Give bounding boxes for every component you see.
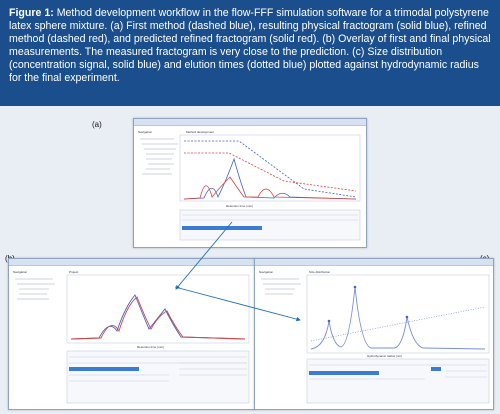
window-a-plot <box>140 134 361 241</box>
window-a-section-title: Method development <box>186 130 215 134</box>
window-a-titlebar <box>134 119 366 126</box>
figure-caption: Figure 1: Method development workflow in… <box>0 0 500 106</box>
figure-image-area: (a) (b) (c) Navigation Method developmen… <box>0 106 500 414</box>
window-b-section-title: Project <box>69 270 79 274</box>
window-b-navigation-title: Navigation <box>13 270 28 274</box>
window-c-section-title: Size distribution <box>309 270 331 274</box>
caption-text: Method development workflow in the flow-… <box>9 7 491 85</box>
panel-a-label: (a) <box>92 120 102 129</box>
window-c: Navigation Size distribution Hydrodynami… <box>254 258 494 410</box>
window-b-xlabel: Retention time (min) <box>137 345 165 349</box>
window-c-titlebar <box>255 259 493 266</box>
window-b-titlebar <box>9 259 254 266</box>
window-a-xlabel: Retention time (min) <box>226 204 254 208</box>
window-a: Navigation Method development Retention … <box>133 118 367 248</box>
window-c-xlabel: Hydrodynamic radius (nm) <box>367 354 403 358</box>
window-a-navigation-title: Navigation <box>138 130 153 134</box>
figure-label: Figure 1: <box>9 7 54 19</box>
window-b: Navigation Project Retention time (min) <box>8 258 255 410</box>
window-c-navigation-title: Navigation <box>259 270 274 274</box>
window-b-plot <box>15 274 250 404</box>
window-c-plot <box>261 274 490 404</box>
